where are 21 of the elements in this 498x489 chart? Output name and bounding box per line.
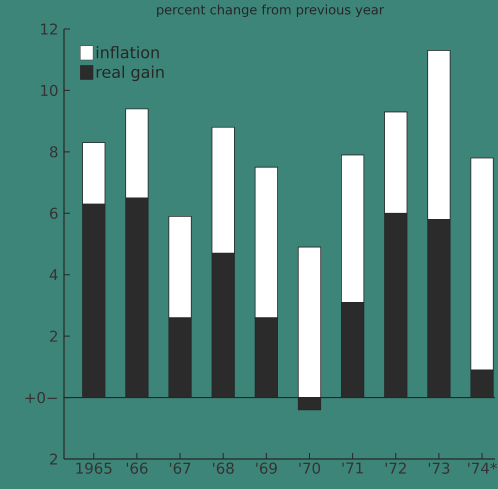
x-tick-label: 1965 [76,462,112,474]
y-tick-label: 10 [41,84,58,96]
x-tick-label: '67 [170,462,190,474]
y-tick-label: 8 [50,146,58,158]
x-tick-label: '68 [213,462,234,474]
x-tick-label: '71 [342,462,363,474]
y-tick-label: +0− [26,392,57,404]
y-tick-label: 2 [50,453,57,465]
y-tick-label: 12 [41,23,57,35]
x-tick-label: '69 [256,462,277,474]
x-tick-label: '72 [386,462,406,474]
y-tick-label: 2 [50,330,57,342]
x-tick-label: '66 [126,462,148,474]
legend-label: real gain [96,66,164,82]
x-tick-label: '74* [468,462,497,474]
chart-title: percent change from previous year [157,4,384,18]
x-tick-label: '73 [428,462,450,474]
legend-label: inflation [96,46,159,58]
y-tick-label: 4 [50,269,58,280]
x-tick-label: '70 [299,462,320,474]
y-tick-label: 6 [50,208,58,219]
